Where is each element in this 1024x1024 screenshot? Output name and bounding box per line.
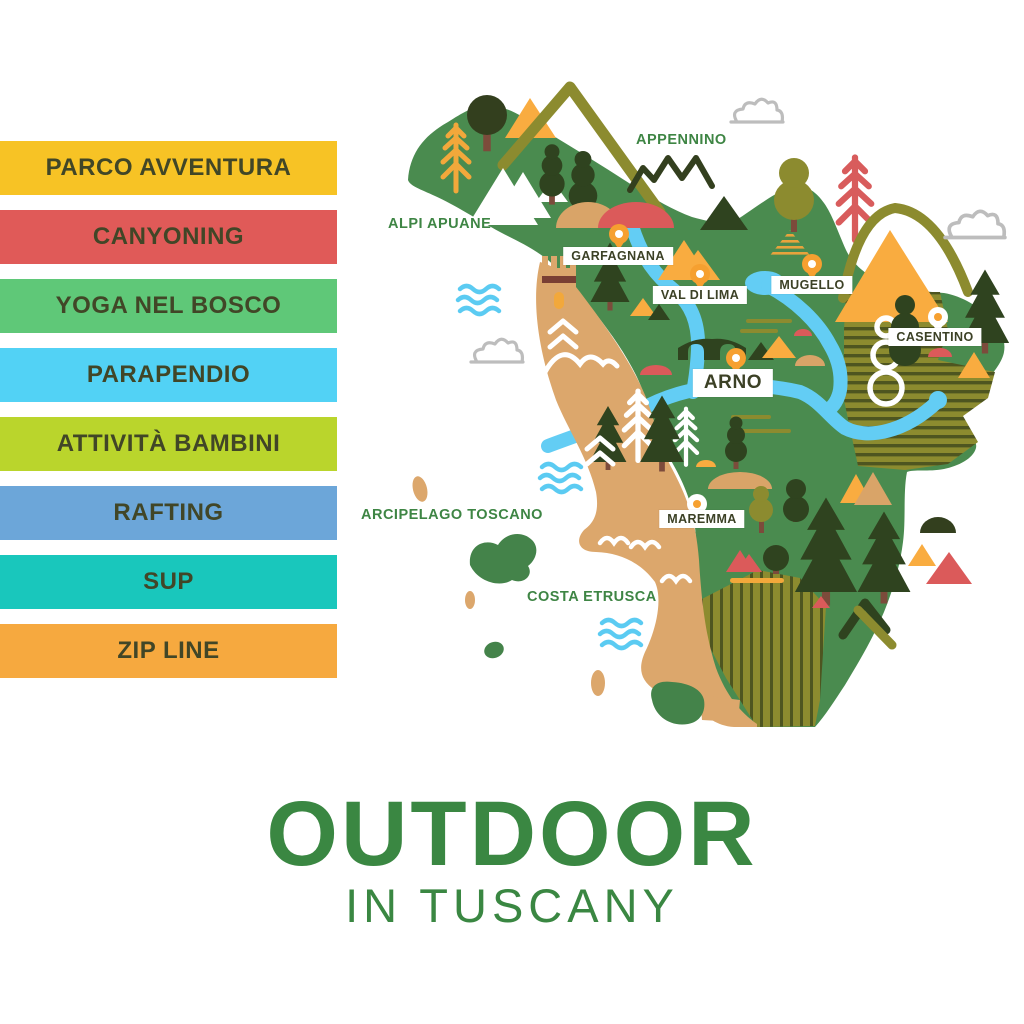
legend-label: ATTIVITÀ BAMBINI (56, 430, 281, 457)
logo-title: OUTDOOR (266, 783, 758, 885)
legend-label: YOGA NEL BOSCO (55, 292, 282, 319)
appennino-mountains-icon (627, 155, 715, 193)
place-label-maremma: MAREMMA (659, 510, 745, 528)
southeast-decor (908, 517, 972, 584)
elba-island (469, 533, 537, 584)
region-label-costa-etrusca: COSTA ETRUSCA (527, 589, 657, 605)
logo-subtitle: IN TUSCANY (345, 879, 679, 932)
arno-valley (589, 329, 825, 489)
trail-line-icon (853, 605, 897, 650)
orange-mountain-icon (505, 98, 556, 138)
red-mountain-icon (926, 552, 972, 584)
round-tree-icon (763, 545, 789, 574)
red-hill-icon (640, 365, 672, 375)
waves-icon (458, 286, 499, 314)
river-mugello (761, 279, 848, 417)
argentario-peninsula (651, 681, 705, 725)
argentario-sand-strip (700, 695, 740, 722)
place-label-mugello: MUGELLO (771, 276, 853, 294)
cypress-icon (783, 479, 809, 522)
maremma-area (726, 472, 911, 650)
orange-hill-icon (630, 298, 656, 316)
red-hill-icon (928, 348, 952, 357)
big-orange-mountain-icon (835, 230, 948, 322)
dark-mountain-icon (700, 196, 748, 230)
cloud-icon (943, 209, 1007, 240)
orange-mountain-icon (958, 352, 990, 378)
dark-hill-icon (648, 304, 670, 320)
cloud-icon (469, 337, 525, 364)
legend-label: PARAPENDIO (86, 361, 251, 388)
coast-sand (536, 262, 757, 727)
tuscany-landmass (408, 105, 1005, 727)
legend-item-parco-avventura: PARCO AVVENTURA (0, 141, 337, 195)
legend-item-zip-line: ZIP LINE (0, 624, 337, 678)
mugello-area (740, 158, 1010, 407)
legend-label: CANYONING (92, 223, 245, 250)
tan-hill-icon (795, 355, 825, 366)
waves-icon (600, 620, 641, 648)
legend-item-parapendio: PARAPENDIO (0, 348, 337, 402)
white-peak-icon (495, 172, 551, 218)
region-label-alpi-apuane: ALPI APUANE (388, 216, 492, 232)
place-label-casentino: CASENTINO (888, 328, 982, 346)
red-hill-icon (794, 329, 812, 336)
field-lines-icon (740, 319, 792, 333)
legend-item-canyoning: CANYONING (0, 210, 337, 264)
legend-label: PARCO AVVENTURA (45, 154, 292, 181)
field-lines-icon (731, 415, 791, 433)
striped-mountain-icon (768, 230, 812, 258)
orange-mountain-icon (762, 336, 796, 358)
legend-item-attivita-bambini: ATTIVITÀ BAMBINI (0, 417, 337, 471)
red-mountain-icon (736, 554, 762, 572)
legend-label: ZIP LINE (117, 637, 220, 664)
legend-item-yoga-nel-bosco: YOGA NEL BOSCO (0, 279, 337, 333)
legend-item-sup: SUP (0, 555, 337, 609)
olive-tree-icon (774, 158, 814, 232)
coast-marks (542, 321, 690, 581)
islands (412, 476, 705, 725)
legend-item-rafting: RAFTING (0, 486, 337, 540)
small-island-icon (465, 591, 475, 609)
red-hill-icon (598, 202, 674, 228)
dark-hill-icon (920, 517, 956, 533)
legend-label: RAFTING (113, 499, 224, 526)
mountain-ridge-line-icon (497, 81, 666, 218)
cloud-icon (729, 97, 785, 124)
waves-icon (540, 464, 581, 492)
small-island-icon (412, 476, 428, 502)
trail-line-icon (838, 598, 891, 640)
bridge-icon (678, 338, 746, 360)
region-label-appennino: APPENNINO (636, 132, 727, 148)
small-island-icon (591, 670, 605, 696)
orange-hill-icon (696, 460, 716, 467)
orange-mountain-icon (908, 544, 936, 566)
white-hill-outline-icon (542, 352, 620, 375)
olive-tree-icon (749, 486, 773, 533)
region-label-arcipelago-toscano: ARCIPELAGO TOSCANO (361, 507, 543, 523)
place-label-arno: ARNO (692, 369, 774, 397)
place-label-val-di-lima: VAL DI LIMA (652, 286, 748, 304)
orange-bar-icon (730, 578, 784, 583)
place-label-garfagnana: GARFAGNANA (563, 247, 673, 265)
tan-mountain-icon (854, 472, 892, 505)
maremma-striped-fields (700, 570, 826, 727)
mountain-arc-icon (838, 202, 973, 303)
legend-label: SUP (143, 568, 194, 595)
tan-hill-icon (708, 472, 772, 489)
small-island-icon (484, 641, 504, 659)
castle-tower-icon (542, 256, 576, 330)
red-hill-icon (812, 596, 830, 608)
